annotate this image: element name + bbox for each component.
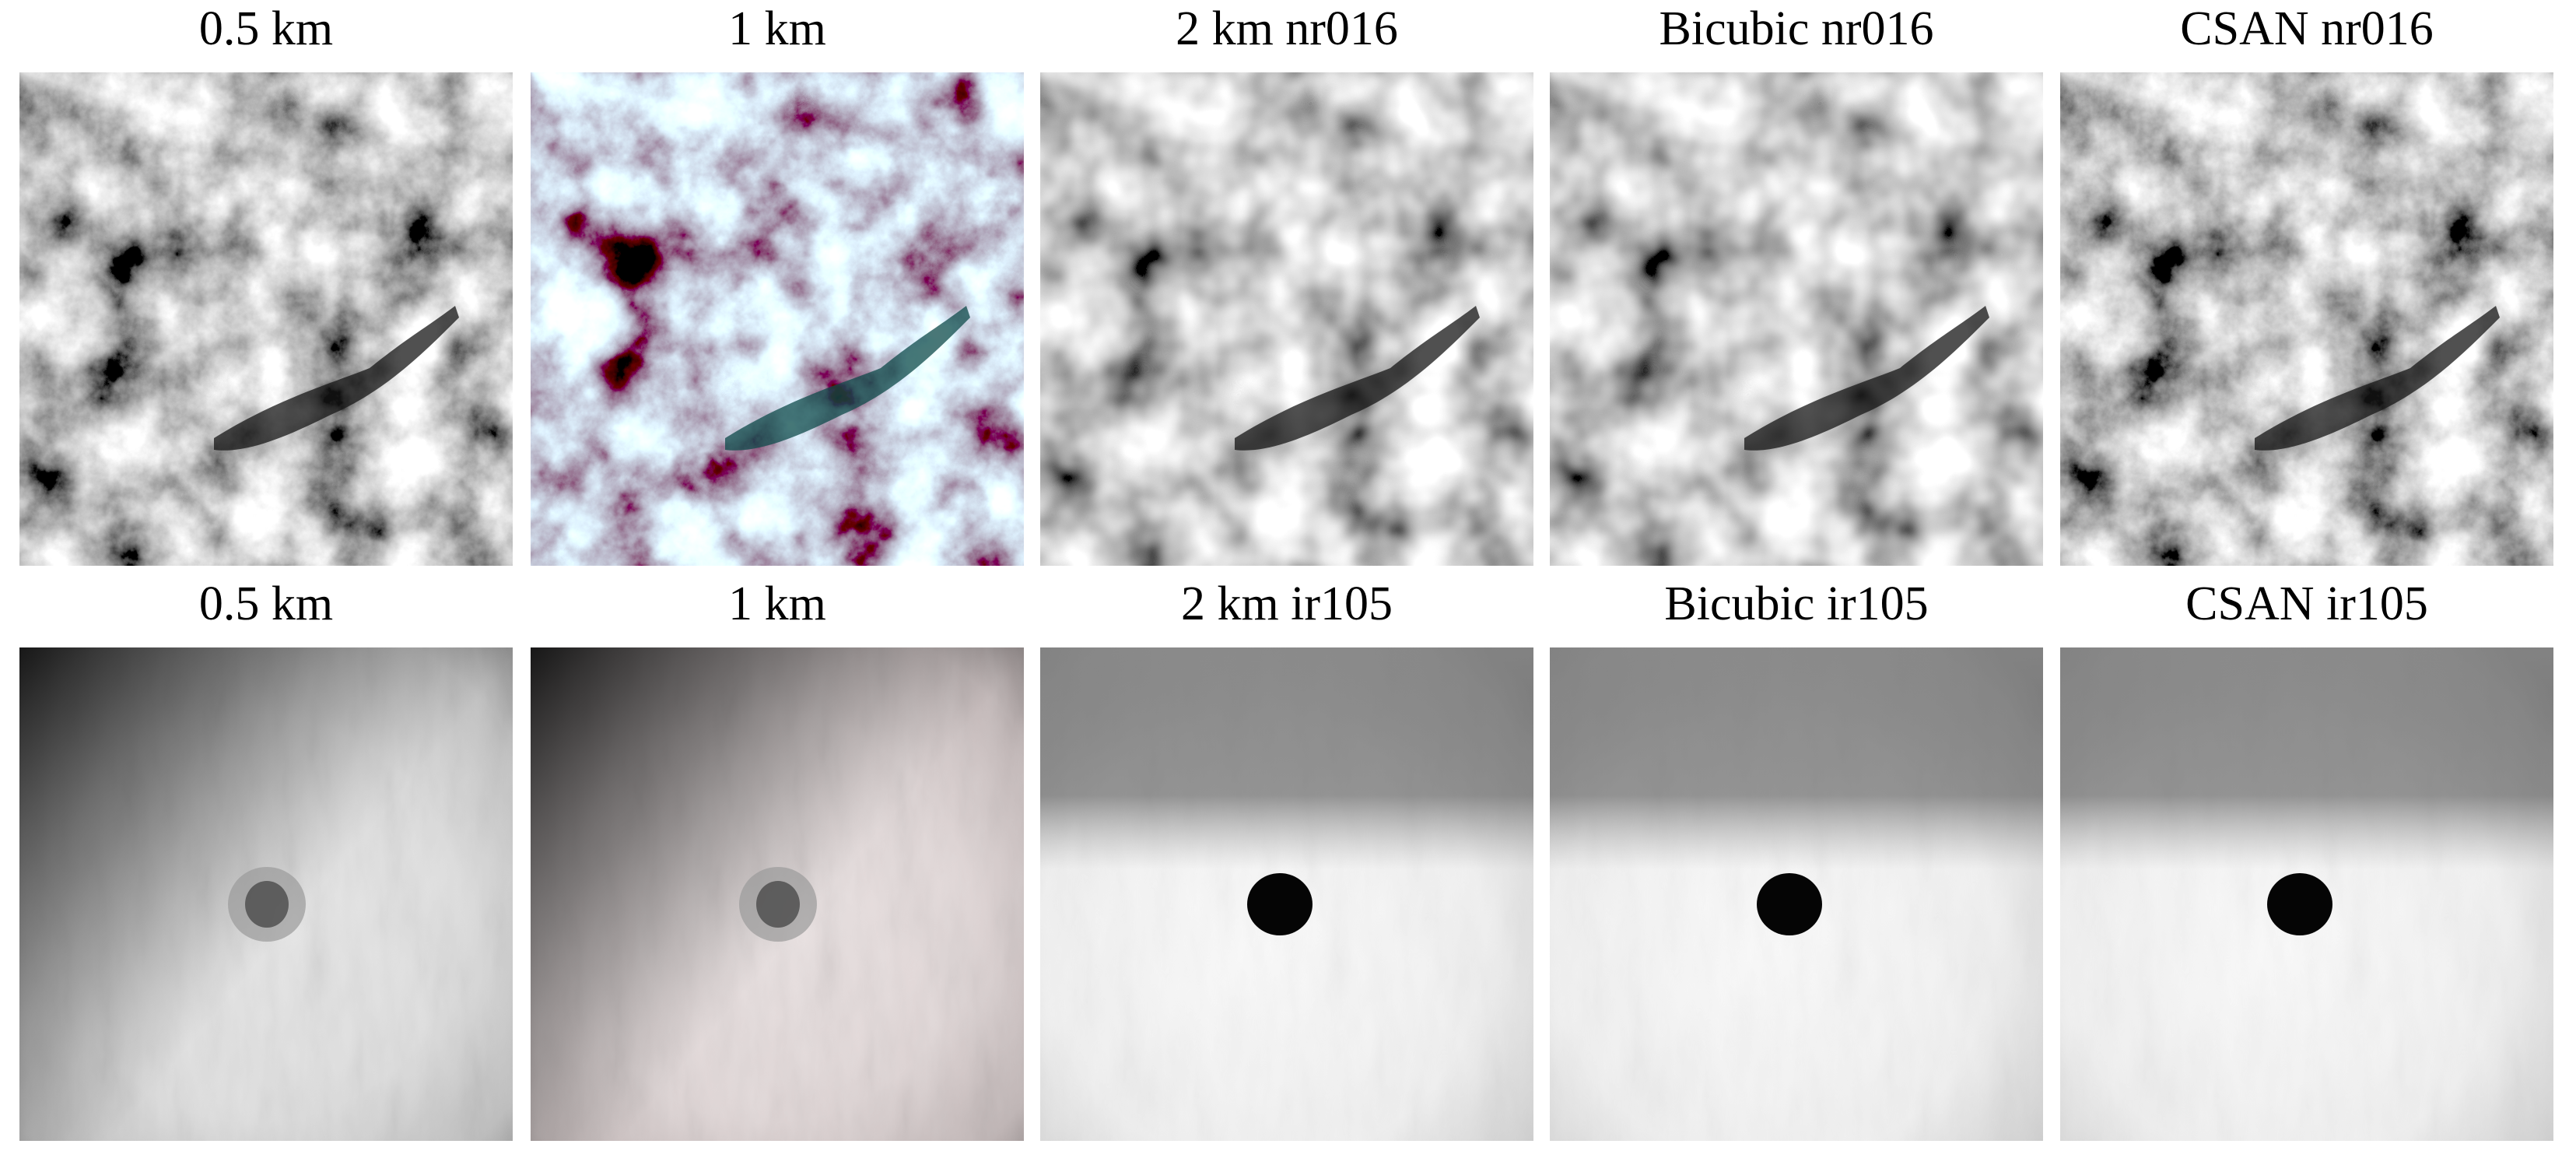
panel-title: CSAN nr016: [2180, 2, 2434, 55]
panel-title: Bicubic nr016: [1660, 2, 1934, 55]
lake: [725, 306, 970, 451]
image-texture: [531, 72, 1024, 566]
lake: [214, 306, 459, 451]
panel-image: [1550, 647, 2043, 1141]
panel-image: [19, 72, 513, 566]
panel-image: [531, 647, 1024, 1141]
panel-image: [2060, 72, 2553, 566]
panel-image: [1040, 72, 1533, 566]
panel-title: Bicubic ir105: [1664, 577, 1928, 630]
panel-title: 0.5 km: [199, 2, 333, 55]
lake: [1235, 306, 1480, 451]
eye: [756, 881, 800, 928]
eye: [1247, 873, 1313, 935]
panel-image: [2060, 647, 2553, 1141]
panel-image: [531, 72, 1024, 566]
image-texture: [2060, 72, 2553, 566]
image-texture: [19, 72, 513, 566]
eye: [1757, 873, 1822, 935]
panel-title: CSAN ir105: [2185, 577, 2428, 630]
panel-title: 1 km: [728, 577, 826, 630]
panel-title: 1 km: [728, 2, 826, 55]
eye: [245, 881, 289, 928]
panel-title: 2 km ir105: [1181, 577, 1393, 630]
panel-title: 2 km nr016: [1176, 2, 1398, 55]
panel-title: 0.5 km: [199, 577, 333, 630]
panel-image: [1040, 647, 1533, 1141]
panel-image: [19, 647, 513, 1141]
lake: [1744, 306, 1989, 451]
image-texture: [1040, 72, 1533, 566]
eye: [2267, 873, 2332, 935]
panel-image: [1550, 72, 2043, 566]
lake: [2255, 306, 2500, 451]
image-texture: [1550, 72, 2043, 566]
